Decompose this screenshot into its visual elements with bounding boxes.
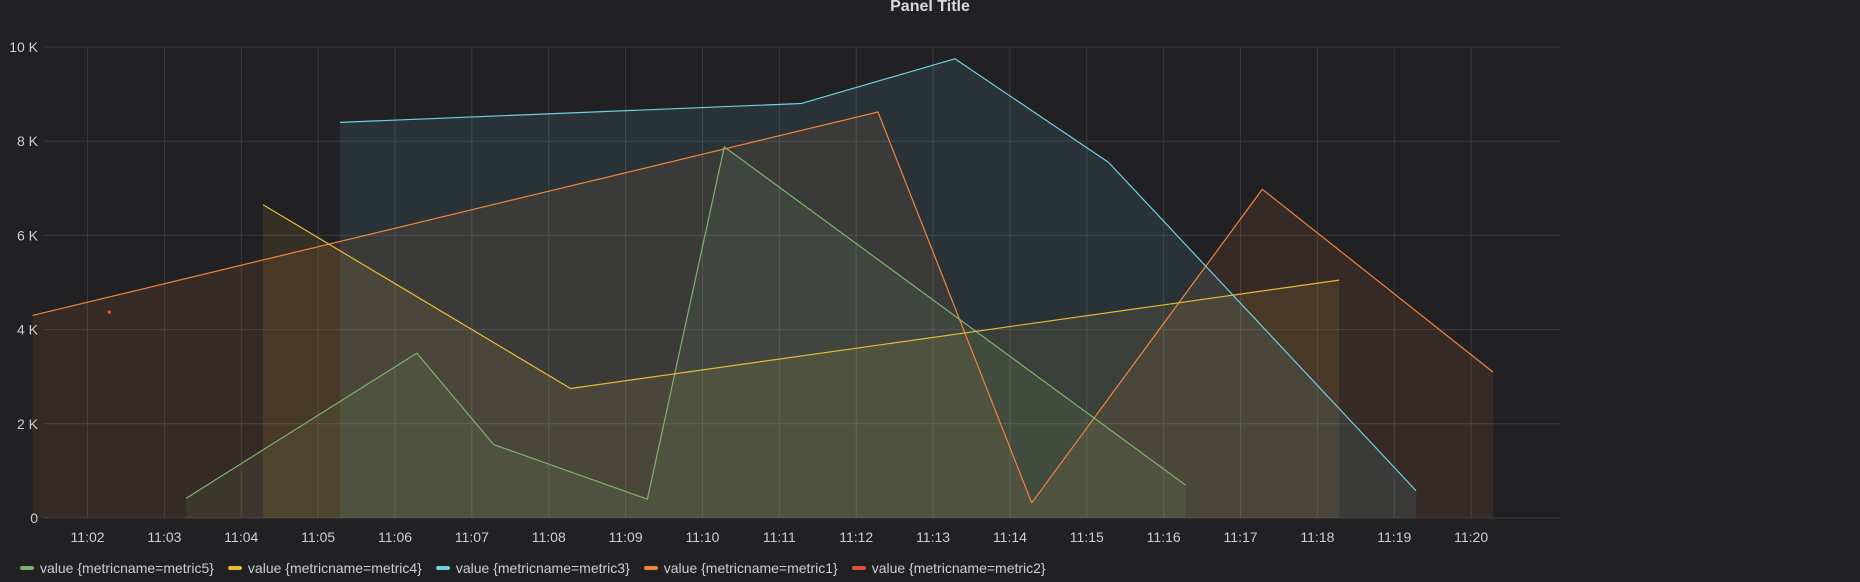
legend-item[interactable]: value {metricname=metric4}: [227, 560, 422, 576]
x-axis: 11:02 11:03 11:04 11:05 11:06 11:07 11:08 11:09…: [71, 529, 1489, 545]
x-tick-label: 11:14: [993, 529, 1027, 545]
legend-label: value {metricname=metric5}: [40, 560, 214, 576]
x-tick-label: 11:19: [1377, 529, 1411, 545]
legend-item[interactable]: value {metricname=metric1}: [643, 560, 838, 576]
x-tick-label: 11:09: [609, 529, 643, 545]
x-tick-label: 11:12: [839, 529, 873, 545]
y-tick-label: 8 K: [17, 133, 39, 149]
x-tick-label: 11:06: [378, 529, 412, 545]
series-line: [185, 146, 1186, 500]
y-tick-label: 10 K: [9, 39, 38, 55]
x-tick-label: 11:07: [455, 529, 489, 545]
legend-label: value {metricname=metric1}: [663, 560, 838, 576]
x-tick-label: 11:04: [224, 529, 258, 545]
legend-swatch: [851, 566, 866, 570]
legend-swatch: [20, 566, 34, 570]
x-tick-label: 11:16: [1147, 529, 1181, 545]
legend-label: value {metricname=metric4}: [247, 560, 422, 576]
x-tick-label: 11:13: [916, 529, 950, 545]
series-area: [186, 146, 1186, 519]
y-tick-label: 0: [30, 510, 38, 526]
legend-label: value {metricname=metric2}: [871, 560, 1046, 576]
y-axis: 0 2 K 4 K 6 K 8 K 10 K: [9, 39, 38, 526]
panel-title[interactable]: Panel Title: [890, 0, 970, 15]
y-tick-label: 4 K: [17, 322, 39, 338]
legend-item[interactable]: value {metricname=metric5}: [20, 560, 214, 576]
series-line: [339, 58, 1417, 492]
legend-label: value {metricname=metric3}: [455, 560, 630, 576]
x-tick-label: 11:18: [1300, 529, 1334, 545]
x-tick-label: 11:17: [1224, 529, 1258, 545]
x-tick-label: 11:15: [1070, 529, 1104, 545]
series-area: [32, 111, 1493, 519]
legend-swatch: [643, 566, 658, 570]
chart-legend: value {metricname=metric5} value {metricn…: [20, 557, 1046, 579]
legend-swatch: [435, 566, 450, 570]
legend-item[interactable]: value {metricname=metric3}: [435, 560, 630, 576]
series-area: [263, 204, 1340, 518]
y-tick-label: 6 K: [17, 227, 39, 243]
x-tick-label: 11:20: [1454, 529, 1488, 545]
x-tick-label: 11:03: [147, 529, 181, 545]
x-tick-label: 11:02: [71, 529, 105, 545]
series-line: [262, 204, 1340, 390]
x-tick-label: 11:11: [763, 529, 796, 545]
series-lines: [32, 58, 1494, 504]
legend-item[interactable]: value {metricname=metric2}: [851, 560, 1046, 576]
series-line: [32, 111, 1494, 504]
series-area: [339, 58, 1417, 519]
chart-grid: [44, 46, 1560, 519]
y-tick-label: 2 K: [17, 416, 39, 432]
x-tick-label: 11:10: [685, 529, 719, 545]
x-tick-label: 11:05: [301, 529, 335, 545]
series-areas: [32, 58, 1493, 519]
series-point-metric2: [107, 310, 112, 314]
x-tick-label: 11:08: [532, 529, 566, 545]
legend-swatch: [227, 566, 242, 570]
